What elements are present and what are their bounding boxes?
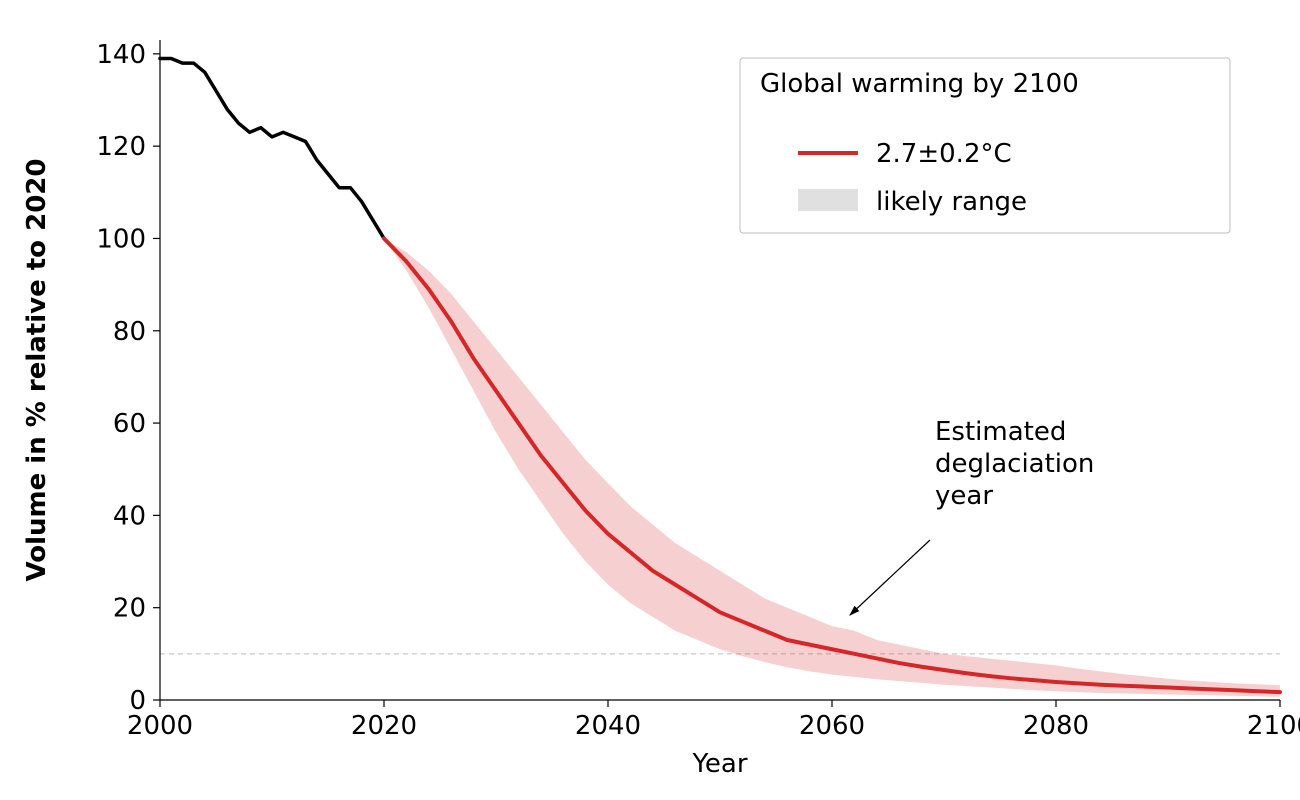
legend-title: Global warming by 2100 [760,69,1079,99]
y-axis-label: Volume in % relative to 2020 [22,159,52,582]
y-tick-label: 80 [113,317,146,347]
y-tick-label: 40 [113,501,146,531]
x-tick-label: 2060 [799,711,865,741]
annotation-text: year [935,481,993,511]
y-tick-label: 100 [96,224,146,254]
y-tick-label: 20 [113,594,146,624]
annotation-text: deglaciation [935,449,1094,479]
x-tick-label: 2040 [575,711,641,741]
legend-item-label: likely range [876,187,1027,217]
x-tick-label: 2080 [1023,711,1089,741]
y-tick-label: 0 [129,686,146,716]
y-tick-label: 120 [96,132,146,162]
legend: Global warming by 2100 2.7±0.2°C likely ra… [740,58,1230,233]
chart-container: 200020202040206020802100Year020406080100… [0,0,1300,800]
x-tick-label: 2100 [1247,711,1300,741]
y-tick-label: 60 [113,409,146,439]
chart-svg: 200020202040206020802100Year020406080100… [0,0,1300,800]
annotation-text: Estimated [935,417,1066,447]
x-axis-label: Year [691,749,747,779]
x-tick-label: 2020 [351,711,417,741]
y-tick-label: 140 [96,40,146,70]
legend-item-label: 2.7±0.2°C [876,139,1012,169]
